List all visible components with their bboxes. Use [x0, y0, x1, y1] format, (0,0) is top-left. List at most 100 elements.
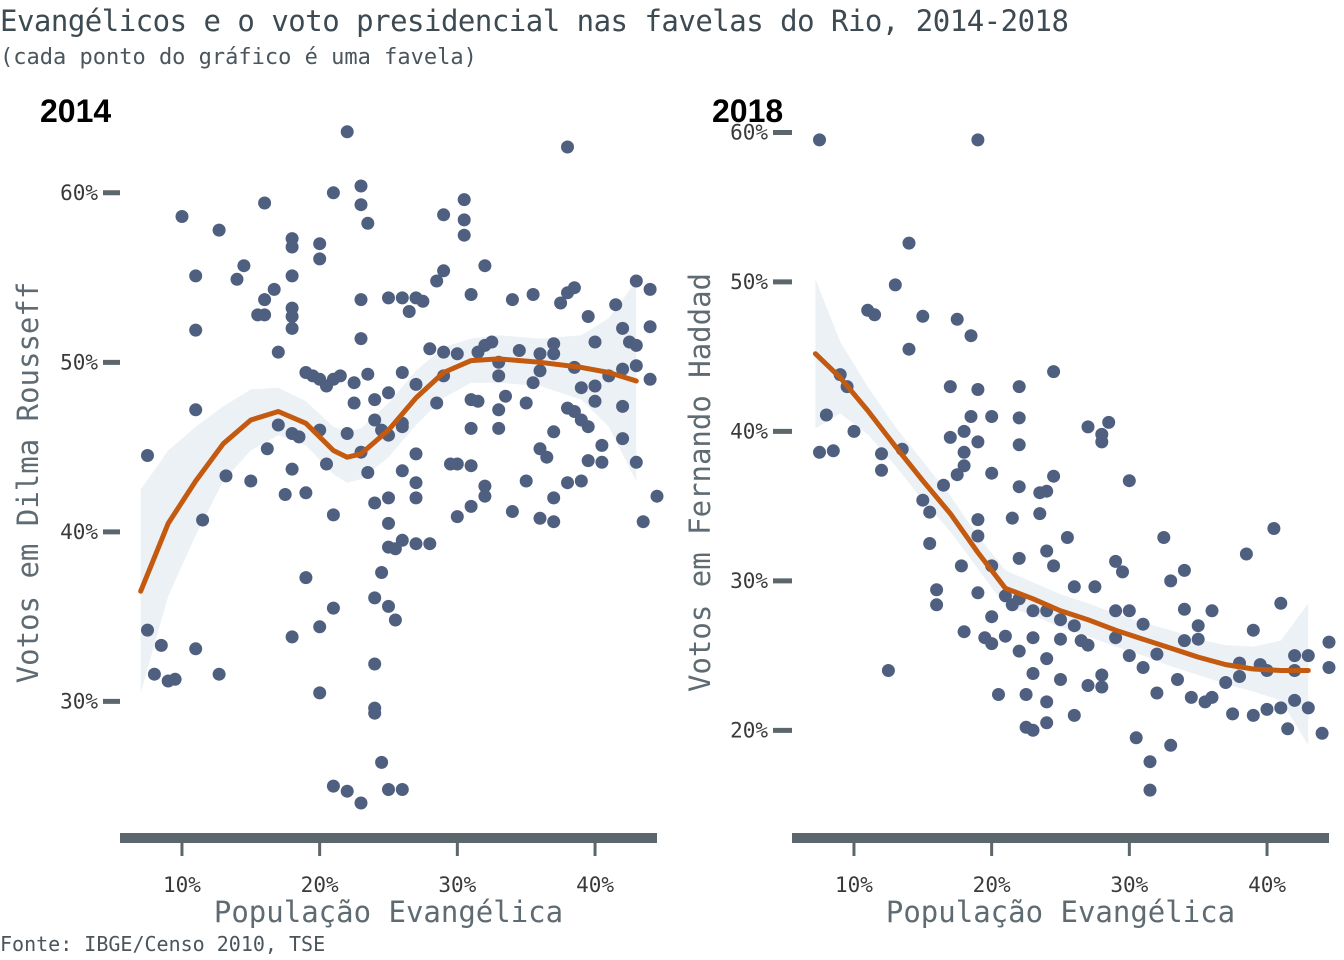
data-point	[1054, 632, 1067, 646]
data-point	[1040, 716, 1054, 730]
data-point	[347, 376, 361, 390]
data-point	[1012, 551, 1026, 565]
data-point	[992, 688, 1005, 701]
data-point	[478, 479, 492, 493]
data-point	[212, 667, 226, 681]
data-point	[1288, 693, 1302, 707]
data-point	[1012, 438, 1026, 452]
data-point	[326, 508, 340, 522]
data-point	[189, 269, 203, 283]
data-point	[375, 755, 389, 769]
data-point	[196, 513, 210, 527]
data-point	[271, 418, 285, 432]
data-point	[313, 237, 327, 251]
data-point	[409, 537, 423, 551]
panel-2014: 10% 20% 30% 40% 30% 40% 50% 60% População Evangé…	[11, 93, 664, 929]
data-point	[985, 466, 999, 480]
data-point	[1143, 783, 1157, 797]
data-point	[368, 393, 382, 407]
data-point	[230, 272, 244, 286]
data-point	[271, 345, 285, 359]
data-point	[554, 296, 568, 310]
data-point	[1095, 435, 1109, 449]
data-point	[1019, 688, 1033, 701]
data-point	[354, 293, 368, 307]
data-point	[354, 198, 368, 212]
data-point	[1301, 649, 1315, 663]
data-point	[847, 424, 861, 438]
data-point	[875, 463, 888, 477]
data-point	[547, 337, 561, 351]
data-point	[1129, 731, 1143, 745]
x-axis-title: População Evangélica	[886, 895, 1235, 929]
y-tick-label: 40%	[730, 419, 768, 443]
data-point	[437, 264, 451, 278]
data-point	[1081, 420, 1095, 434]
data-point	[430, 396, 444, 410]
data-point	[643, 320, 657, 334]
data-point	[409, 476, 423, 490]
data-point	[1012, 411, 1026, 425]
data-point	[361, 216, 375, 230]
data-point	[985, 637, 999, 651]
data-point	[285, 269, 299, 283]
data-point	[1088, 580, 1102, 594]
data-point	[1246, 623, 1260, 637]
data-point	[1177, 563, 1191, 577]
data-point	[643, 282, 657, 296]
data-point	[1040, 544, 1054, 558]
data-point	[1315, 726, 1329, 740]
data-point	[1191, 619, 1205, 633]
data-point	[1054, 673, 1067, 686]
data-point	[971, 529, 985, 543]
data-point	[368, 413, 382, 427]
data-point	[299, 486, 313, 500]
data-point	[326, 186, 340, 200]
data-point	[512, 344, 526, 357]
chart-title: Evangélicos e o voto presidencial nas fa…	[0, 4, 1069, 38]
data-point	[368, 591, 382, 605]
data-point	[320, 457, 333, 471]
data-point	[388, 613, 402, 627]
data-point	[1047, 365, 1061, 379]
data-point	[1047, 559, 1061, 573]
data-point	[340, 784, 354, 798]
data-point	[519, 396, 533, 410]
data-point	[382, 491, 395, 505]
data-point	[382, 386, 395, 400]
data-point	[561, 140, 574, 154]
data-point	[437, 345, 451, 359]
data-point	[347, 396, 361, 410]
data-point	[382, 783, 395, 796]
data-point	[395, 420, 409, 434]
data-point	[526, 376, 540, 390]
data-point	[957, 459, 971, 473]
x-tick-label: 40%	[576, 873, 614, 897]
data-point	[1226, 707, 1240, 721]
data-point	[1102, 415, 1116, 429]
data-point	[457, 228, 471, 242]
data-point	[361, 367, 375, 381]
data-point	[581, 420, 595, 434]
data-point	[526, 288, 540, 301]
data-point	[902, 236, 916, 250]
data-point	[1047, 469, 1061, 483]
data-point	[1116, 565, 1129, 579]
data-point	[416, 294, 430, 308]
data-point	[464, 421, 478, 435]
data-point	[492, 369, 506, 383]
data-point	[957, 625, 971, 639]
x-tick-label: 20%	[973, 873, 1011, 897]
data-point	[299, 571, 313, 585]
data-point	[1191, 632, 1205, 646]
data-point	[1322, 661, 1336, 674]
data-point	[1205, 690, 1219, 704]
data-point	[813, 133, 826, 147]
data-point	[368, 657, 382, 671]
y-axis-title: Votos em Fernando Haddad	[683, 273, 717, 692]
y-tick-label: 20%	[730, 718, 768, 742]
data-point	[313, 686, 327, 700]
data-point	[985, 410, 999, 423]
data-point	[168, 672, 182, 686]
data-point	[916, 493, 930, 507]
